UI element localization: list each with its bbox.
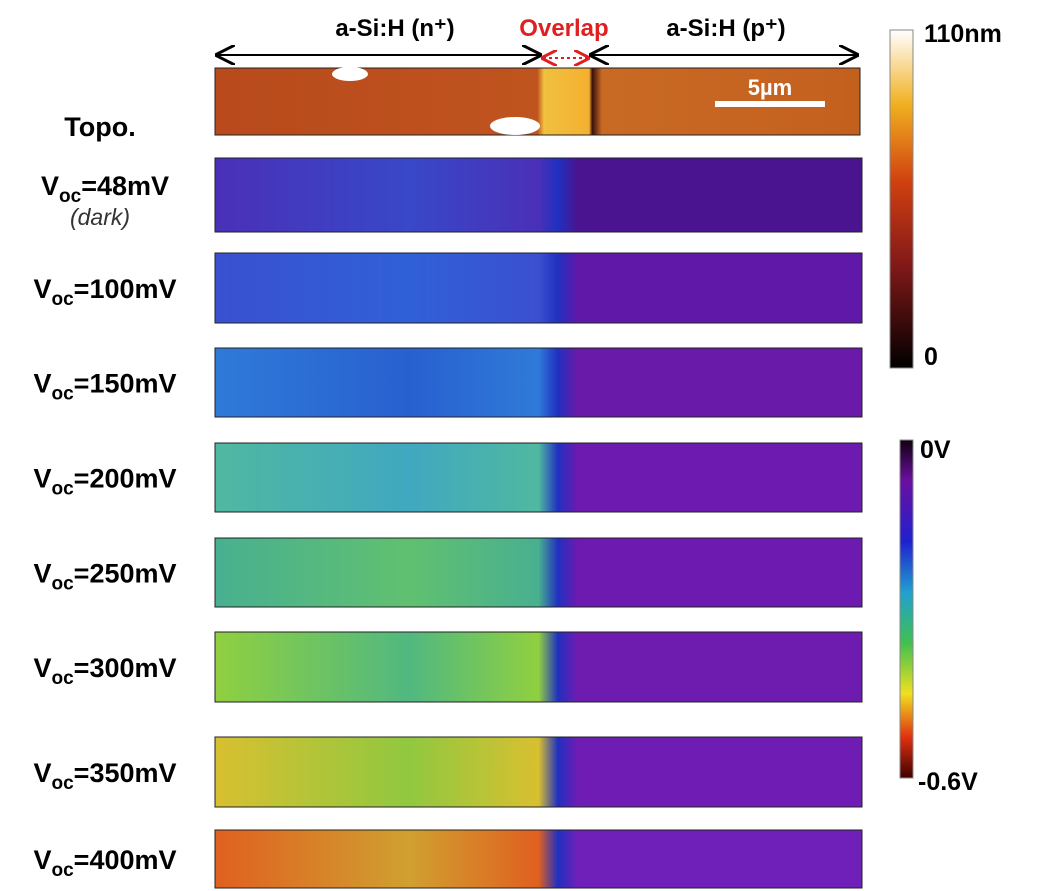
label-main: V — [33, 464, 51, 494]
label-sub: oc — [51, 668, 74, 689]
label-rest: =200mV — [74, 464, 177, 494]
label-rest: =48mV — [81, 171, 169, 201]
label-sub: oc — [51, 479, 74, 500]
overlap-label: Overlap — [519, 15, 608, 42]
topo-particle — [332, 67, 368, 81]
kpfm-image — [214, 442, 863, 513]
topo-particle — [490, 117, 540, 135]
label-rest: =400mV — [74, 845, 177, 875]
kpfm-image — [214, 347, 863, 418]
p-region-label: a-Si:H (p⁺) — [666, 15, 785, 42]
kpfm-image — [214, 631, 863, 703]
label-main: V — [33, 559, 51, 589]
label-main: V — [33, 758, 51, 788]
row-label: Voc=150mV — [33, 369, 176, 405]
label-main: V — [41, 171, 59, 201]
label-sub: oc — [51, 860, 74, 881]
kpfm-image — [214, 537, 863, 608]
label-sub: oc — [51, 773, 74, 794]
label-rest: =250mV — [74, 559, 177, 589]
row-note: (dark) — [70, 204, 130, 230]
label-sub: oc — [59, 186, 82, 207]
label-sub: oc — [51, 289, 74, 310]
kpfm-colorbar — [899, 439, 914, 779]
n-region-label: a-Si:H (n⁺) — [335, 15, 454, 42]
colorbar-min: -0.6V — [918, 768, 978, 796]
label-rest: =350mV — [74, 758, 177, 788]
kpfm-image — [214, 829, 863, 889]
label-sub: oc — [51, 384, 74, 405]
label-main: V — [33, 845, 51, 875]
label-main: V — [33, 653, 51, 683]
label-rest: =150mV — [74, 369, 177, 399]
label-sub: oc — [51, 574, 74, 595]
label-rest: =100mV — [74, 274, 177, 304]
topo-label: Topo. — [64, 112, 135, 142]
kpfm-image — [214, 157, 863, 233]
colorbar-max: 110nm — [924, 20, 1002, 48]
kpfm-image — [214, 252, 863, 324]
row-label: Voc=300mV — [33, 653, 176, 689]
colorbar-min: 0 — [924, 343, 938, 371]
label-main: V — [33, 369, 51, 399]
row-label: Voc=250mV — [33, 559, 176, 595]
kpfm-image — [214, 736, 863, 808]
row-label: Voc=400mV — [33, 845, 176, 881]
row-label: Voc=350mV — [33, 758, 176, 794]
scale-bar-label: 5µm — [748, 75, 792, 100]
row-label: Voc=48mV — [41, 171, 169, 207]
topo-colorbar — [889, 29, 914, 369]
label-main: V — [33, 274, 51, 304]
row-label: Voc=100mV — [33, 274, 176, 310]
row-label: Voc=200mV — [33, 464, 176, 500]
label-rest: =300mV — [74, 653, 177, 683]
colorbar-max: 0V — [920, 436, 951, 464]
